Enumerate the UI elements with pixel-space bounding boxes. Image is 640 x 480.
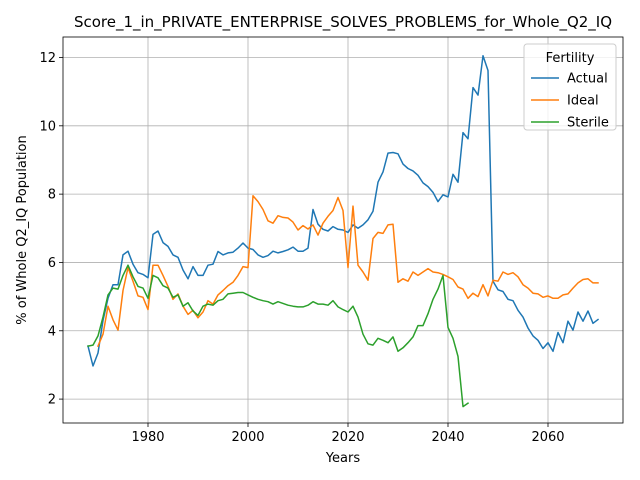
x-tick-label: 2040 bbox=[431, 430, 464, 445]
plot-frame bbox=[62, 36, 624, 424]
x-tick-label: 1980 bbox=[131, 430, 164, 445]
x-axis-label: Years bbox=[325, 451, 361, 466]
legend-label-sterile: Sterile bbox=[567, 116, 609, 131]
y-tick-label: 4 bbox=[48, 324, 56, 339]
series-lines bbox=[87, 55, 600, 408]
x-axis: 1980 2000 2020 2040 2060 bbox=[131, 423, 565, 445]
y-tick-label: 8 bbox=[48, 188, 56, 203]
x-tick-label: 2060 bbox=[531, 430, 564, 445]
legend-box bbox=[523, 43, 617, 131]
y-tick-label: 12 bbox=[39, 51, 56, 66]
series-line-sterile bbox=[87, 264, 470, 408]
series-line-actual bbox=[87, 55, 600, 367]
legend-label-ideal: Ideal bbox=[567, 94, 599, 109]
y-tick-label: 2 bbox=[48, 393, 56, 408]
chart-title: Score_1_in_PRIVATE_ENTERPRISE_SOLVES_PRO… bbox=[74, 13, 612, 32]
x-tick-label: 2020 bbox=[331, 430, 364, 445]
legend-label-actual: Actual bbox=[567, 72, 608, 87]
legend-title: Fertility bbox=[546, 51, 595, 66]
legend: Fertility Actual Ideal Sterile bbox=[523, 43, 617, 131]
y-tick-label: 6 bbox=[48, 256, 56, 271]
y-tick-label: 10 bbox=[39, 119, 56, 134]
x-tick-label: 2000 bbox=[231, 430, 264, 445]
y-axis-label: % of Whole Q2_IQ Population bbox=[15, 135, 30, 324]
y-axis: 2 4 6 8 10 12 bbox=[39, 51, 63, 408]
